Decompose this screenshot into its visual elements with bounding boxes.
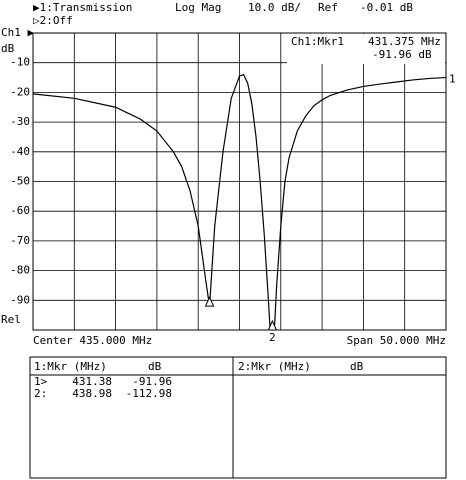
table-header: dB (350, 360, 364, 373)
trace2-label: ▷2:Off (33, 14, 73, 27)
rel-label: Rel (1, 313, 21, 326)
y-tick-label: -70 (10, 234, 30, 247)
marker (204, 295, 215, 307)
table-cell: -91.96 (132, 375, 172, 388)
center-label: Center 435.000 MHz (33, 334, 152, 347)
trace1-label: ▶1:Transmission (33, 1, 132, 14)
readout-title: Ch1:Mkr1 (291, 35, 344, 48)
scale-label: 10.0 dB/ (248, 1, 301, 14)
table-header: dB (148, 360, 162, 373)
table-cell: 438.98 (72, 387, 112, 400)
readout-level: -91.96 dB (372, 48, 432, 61)
ref-label: Ref (318, 1, 338, 14)
y-tick-label: -20 (10, 85, 30, 98)
readout-freq: 431.375 MHz (368, 35, 441, 48)
y-tick-label: -60 (10, 204, 30, 217)
y-tick-label: -30 (10, 115, 30, 128)
table-cell: 2: (34, 387, 47, 400)
trace-label: 1 (449, 73, 456, 86)
table-header: 2:Mkr (MHz) (238, 360, 311, 373)
table-cell: 1> (34, 375, 48, 388)
channel-label: Ch1 ▶ (1, 26, 34, 39)
y-tick-label: -40 (10, 145, 30, 158)
table-cell: -112.98 (126, 387, 172, 400)
readout-bg (287, 34, 445, 64)
format-label: Log Mag (175, 1, 221, 14)
y-tick-label: -50 (10, 175, 30, 188)
ref-value: -0.01 dB (360, 1, 413, 14)
marker-label: 2 (269, 331, 276, 344)
y-tick-label: -10 (10, 56, 30, 69)
marker (267, 319, 278, 331)
unit-label: dB (1, 42, 15, 55)
trace-line (33, 73, 446, 330)
table-header: 1:Mkr (MHz) (34, 360, 107, 373)
table-cell: 431.38 (72, 375, 112, 388)
y-tick-label: -90 (10, 293, 30, 306)
y-tick-label: -80 (10, 264, 30, 277)
marker-table (29, 356, 447, 479)
span-label: Span 50.000 MHz (347, 334, 446, 347)
